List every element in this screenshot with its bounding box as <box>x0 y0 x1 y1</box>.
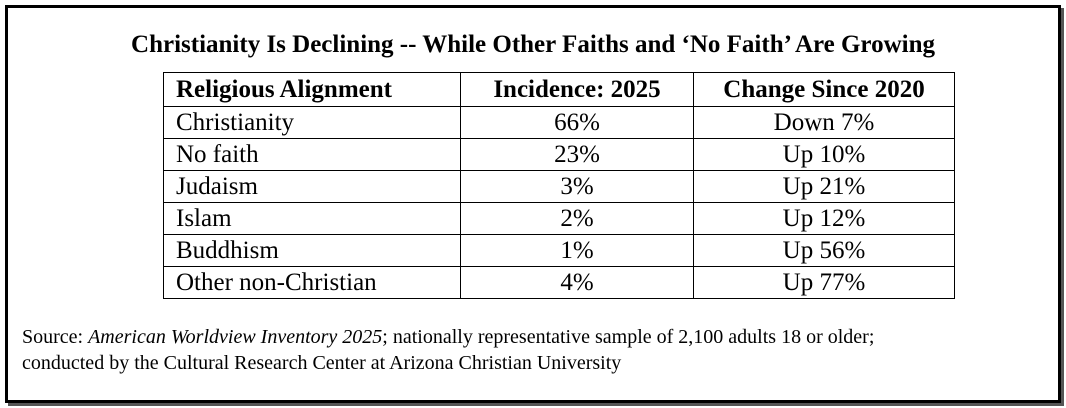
source-conducted-by: conducted by the Cultural Research Cente… <box>22 352 622 374</box>
cell-alignment: Judaism <box>163 170 461 203</box>
table-row: Buddhism 1% Up 56% <box>163 234 955 267</box>
cell-incidence: 4% <box>460 266 694 299</box>
cell-alignment: Buddhism <box>163 234 461 267</box>
header-change-since-2020: Change Since 2020 <box>693 72 955 107</box>
table-row: Judaism 3% Up 21% <box>163 170 955 203</box>
cell-incidence: 1% <box>460 234 694 267</box>
table-title: Christianity Is Declining -- While Other… <box>131 31 935 58</box>
cell-change: Up 12% <box>693 202 955 235</box>
table-frame: Christianity Is Declining -- While Other… <box>5 5 1061 403</box>
table-row: Christianity 66% Down 7% <box>163 106 955 139</box>
cell-alignment: No faith <box>163 138 461 171</box>
cell-incidence: 2% <box>460 202 694 235</box>
source-details: ; nationally representative sample of 2,… <box>382 326 875 348</box>
table-row: Islam 2% Up 12% <box>163 202 955 235</box>
cell-change: Down 7% <box>693 106 955 139</box>
cell-change: Up 77% <box>693 266 955 299</box>
cell-incidence: 23% <box>460 138 694 171</box>
table-row: Other non-Christian 4% Up 77% <box>163 266 955 299</box>
cell-incidence: 66% <box>460 106 694 139</box>
cell-alignment: Islam <box>163 202 461 235</box>
cell-change: Up 10% <box>693 138 955 171</box>
header-religious-alignment: Religious Alignment <box>163 72 461 107</box>
source-publication: American Worldview Inventory 2025 <box>88 326 383 348</box>
source-prefix: Source: <box>22 326 89 348</box>
header-incidence-2025: Incidence: 2025 <box>460 72 694 107</box>
cell-incidence: 3% <box>460 170 694 203</box>
table-header-row: Religious Alignment Incidence: 2025 Chan… <box>163 72 955 107</box>
cell-change: Up 21% <box>693 170 955 203</box>
cell-change: Up 56% <box>693 234 955 267</box>
religion-table: Religious Alignment Incidence: 2025 Chan… <box>163 72 955 299</box>
source-note: Source: American Worldview Inventory 202… <box>22 324 1052 376</box>
table-row: No faith 23% Up 10% <box>163 138 955 171</box>
cell-alignment: Christianity <box>163 106 461 139</box>
cell-alignment: Other non-Christian <box>163 266 461 299</box>
